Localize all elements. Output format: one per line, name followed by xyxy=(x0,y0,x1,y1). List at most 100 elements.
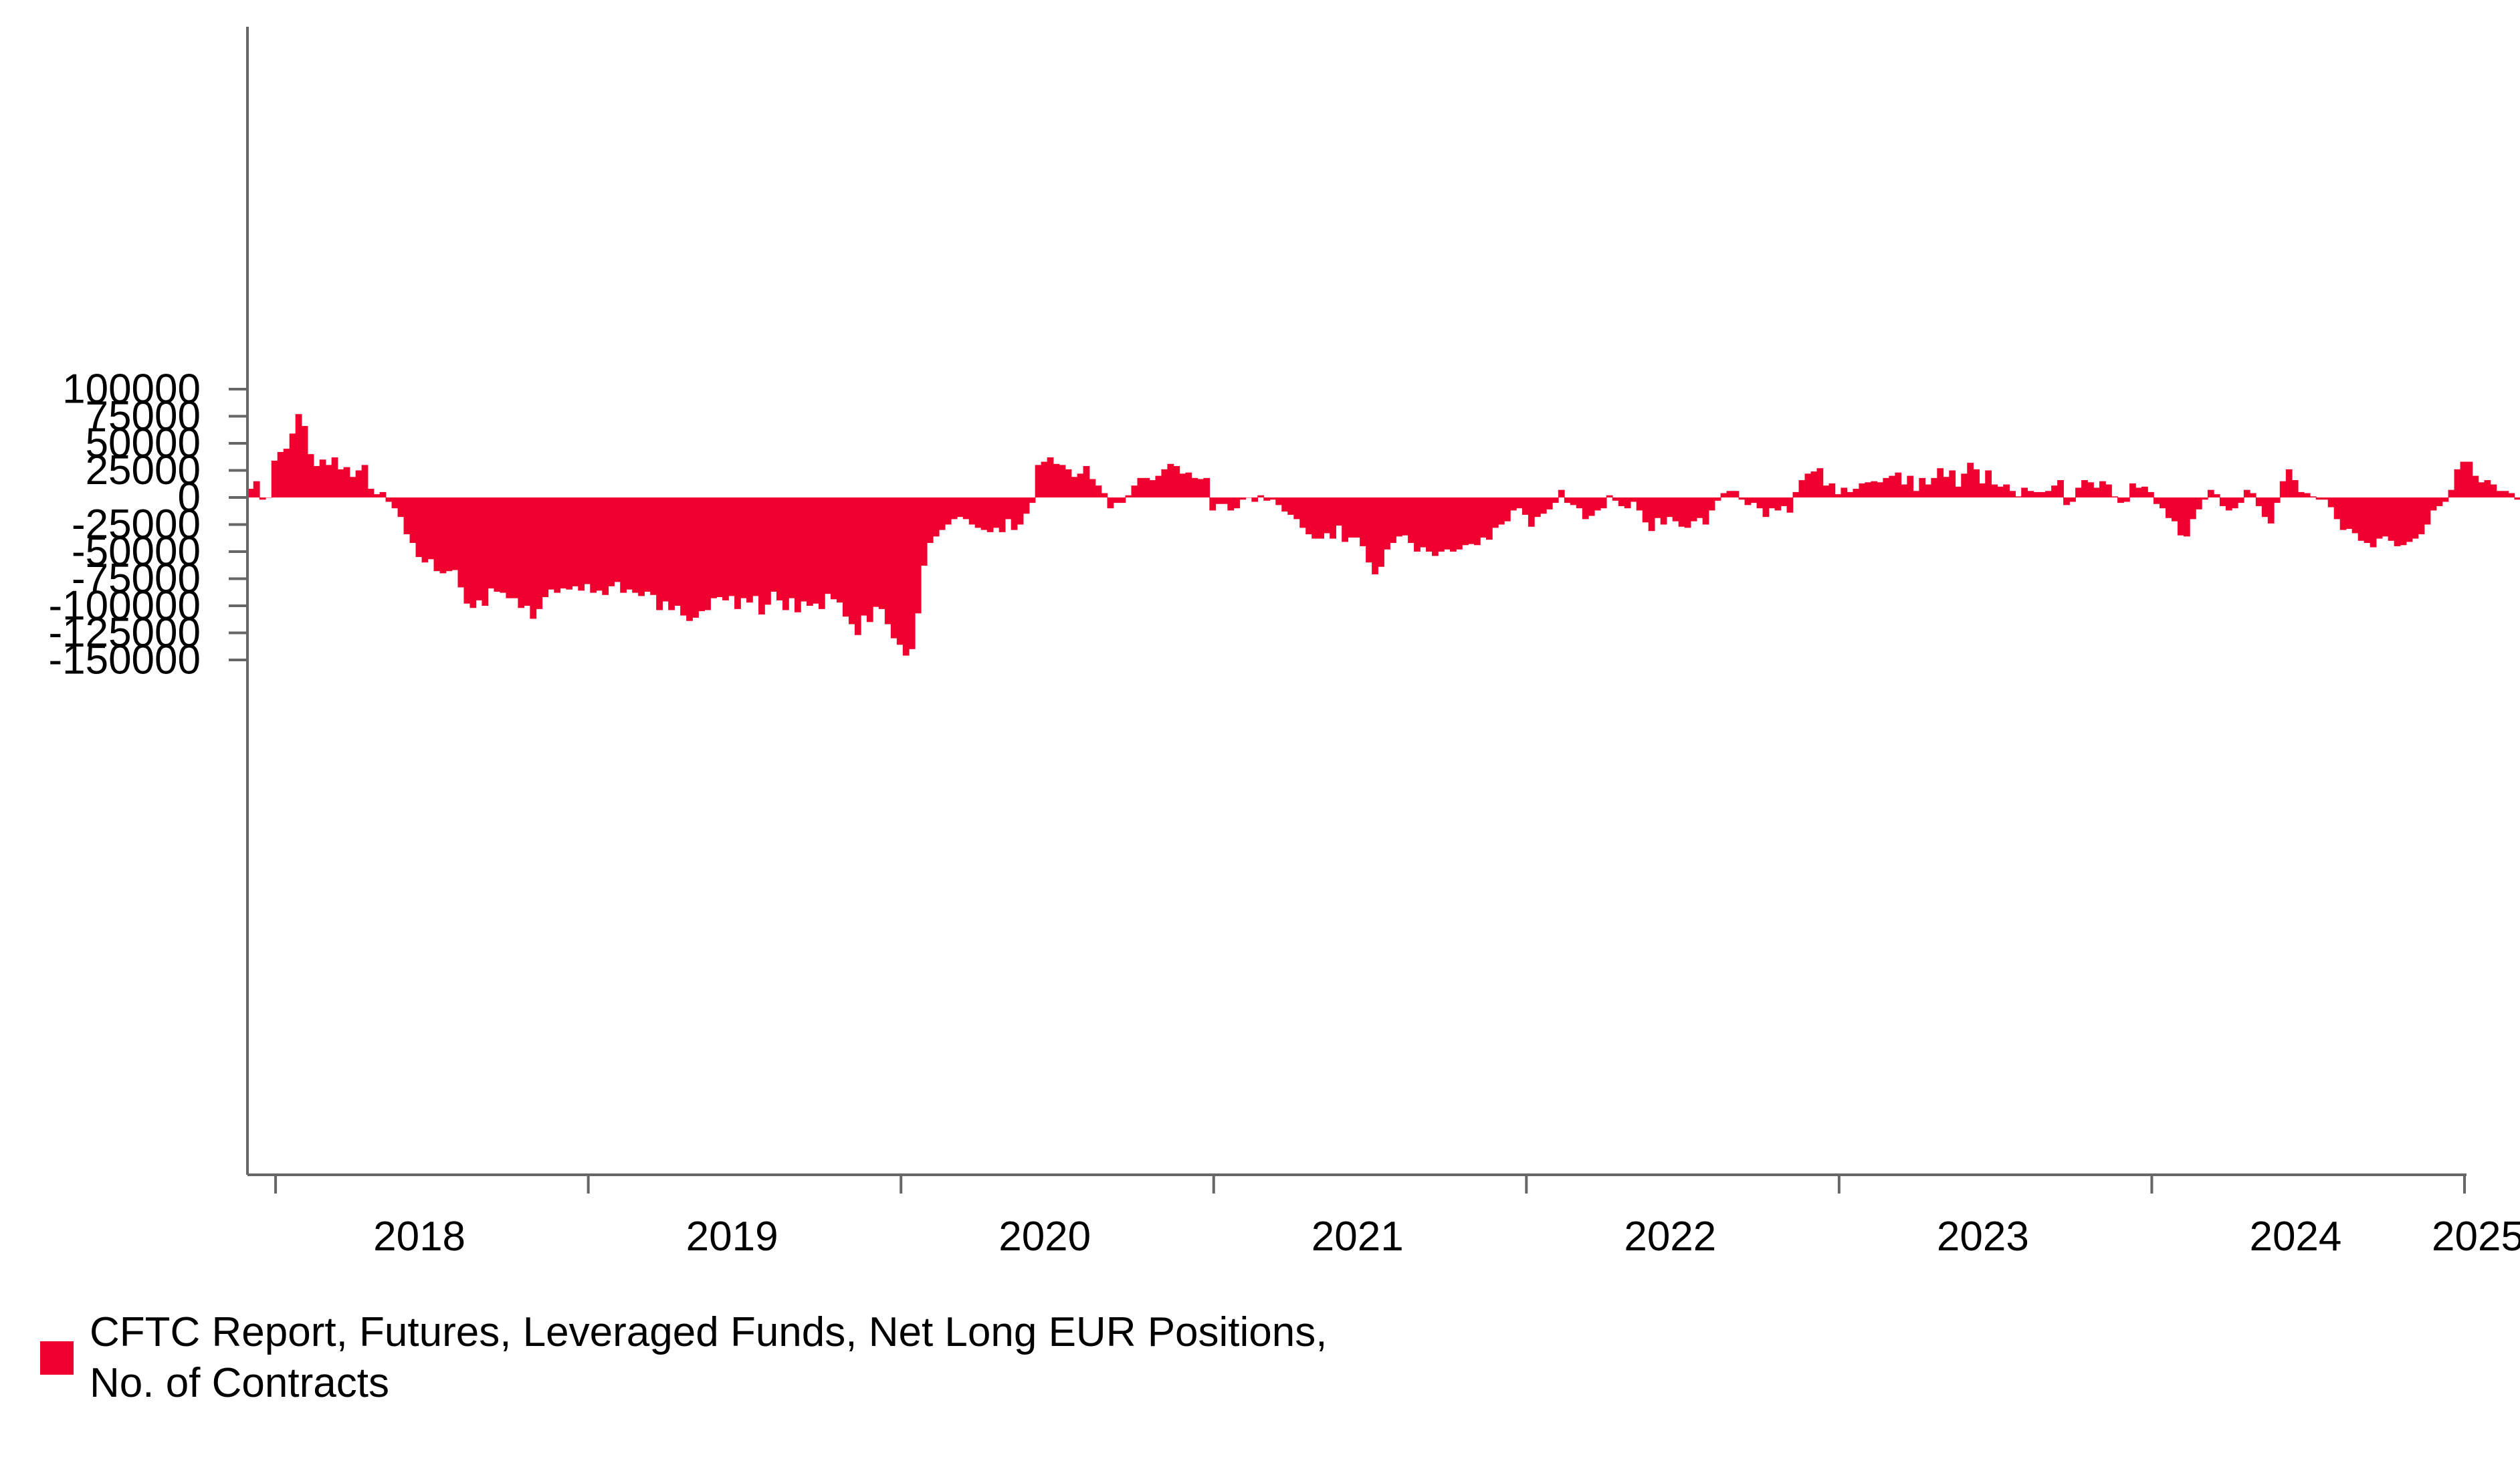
bar xyxy=(1095,485,1102,497)
bar xyxy=(1257,495,1265,497)
y-tick-label: 50000 xyxy=(86,421,201,467)
bar xyxy=(1185,472,1192,497)
bar xyxy=(1961,473,1968,497)
bar xyxy=(1119,497,1126,503)
bar xyxy=(1780,497,1788,506)
bar xyxy=(2015,496,2022,497)
y-tick-label: -125000 xyxy=(48,610,201,656)
bar xyxy=(668,497,675,610)
bar xyxy=(2111,496,2118,497)
bar xyxy=(2153,497,2160,504)
y-tick-label: -100000 xyxy=(48,583,201,629)
bar xyxy=(379,491,387,497)
bar xyxy=(1215,497,1223,504)
bar xyxy=(2484,480,2491,497)
bar xyxy=(2297,491,2305,497)
bar xyxy=(860,497,867,616)
bar xyxy=(2508,493,2515,497)
bar xyxy=(439,497,447,574)
bar xyxy=(331,457,338,497)
bar xyxy=(2273,497,2281,503)
bar xyxy=(1913,491,1920,497)
bar xyxy=(476,497,483,600)
bar xyxy=(1714,497,1721,501)
bar xyxy=(722,497,729,600)
bar xyxy=(2219,497,2226,506)
bar xyxy=(2201,497,2208,500)
bar xyxy=(974,497,982,528)
bar xyxy=(1798,480,1806,497)
bar xyxy=(1299,497,1307,528)
bar xyxy=(397,497,405,518)
bar xyxy=(2345,497,2353,529)
bar xyxy=(2370,497,2377,548)
bar xyxy=(2207,489,2214,497)
bar xyxy=(1438,497,1445,552)
bar xyxy=(2285,469,2293,497)
bar xyxy=(2400,497,2407,546)
bar xyxy=(1708,497,1715,511)
bar xyxy=(560,497,567,589)
bar xyxy=(1528,497,1535,527)
bar xyxy=(403,497,411,535)
bar xyxy=(962,497,970,520)
bar xyxy=(914,497,922,614)
bar xyxy=(1396,497,1402,537)
bar xyxy=(409,497,417,544)
bar xyxy=(518,497,525,608)
bar xyxy=(319,459,326,497)
bar xyxy=(2472,475,2479,497)
bar xyxy=(500,497,507,593)
bar xyxy=(2351,497,2359,534)
bar xyxy=(301,426,308,497)
bar xyxy=(944,497,952,525)
bar xyxy=(680,497,687,616)
bar xyxy=(2291,480,2299,497)
bar xyxy=(1059,465,1066,497)
bar xyxy=(2376,497,2383,539)
bar xyxy=(1209,497,1217,511)
bar xyxy=(1017,497,1024,525)
legend-label: CFTC Report, Futures, Leveraged Funds, N… xyxy=(90,1309,1328,1406)
bar xyxy=(2075,487,2082,497)
bar xyxy=(2177,497,2184,536)
bar xyxy=(1834,494,1842,497)
bar xyxy=(2243,489,2250,497)
bar xyxy=(566,497,573,590)
bar xyxy=(494,497,501,592)
bar xyxy=(1005,497,1012,520)
bar xyxy=(1756,497,1764,509)
bar xyxy=(506,497,513,598)
bar xyxy=(1041,461,1048,497)
bar xyxy=(2430,497,2437,511)
bar xyxy=(1744,497,1752,505)
bar xyxy=(1263,497,1271,501)
y-tick-label: 75000 xyxy=(86,393,201,439)
bar xyxy=(1822,485,1830,497)
bar xyxy=(1546,497,1553,510)
bar xyxy=(2357,497,2365,541)
bar xyxy=(578,497,585,591)
bar xyxy=(1077,473,1084,497)
bar xyxy=(1203,477,1211,497)
bar xyxy=(1101,493,1108,497)
bar xyxy=(932,497,940,537)
bar xyxy=(2442,497,2449,502)
bar xyxy=(1521,497,1529,515)
bar xyxy=(1865,482,1872,497)
bar xyxy=(457,497,465,588)
bar xyxy=(2237,497,2244,503)
bar xyxy=(1732,491,1740,497)
bar xyxy=(1089,479,1096,497)
bar xyxy=(265,497,272,498)
bar xyxy=(1859,483,1866,497)
bar xyxy=(1654,497,1661,518)
bar xyxy=(1485,497,1493,540)
bar xyxy=(2033,491,2040,497)
bar xyxy=(2261,497,2269,518)
bar xyxy=(512,497,519,598)
bar xyxy=(686,497,693,621)
bar xyxy=(1029,497,1036,503)
x-tick-label: 2023 xyxy=(1937,1214,2029,1260)
bar xyxy=(938,497,946,530)
